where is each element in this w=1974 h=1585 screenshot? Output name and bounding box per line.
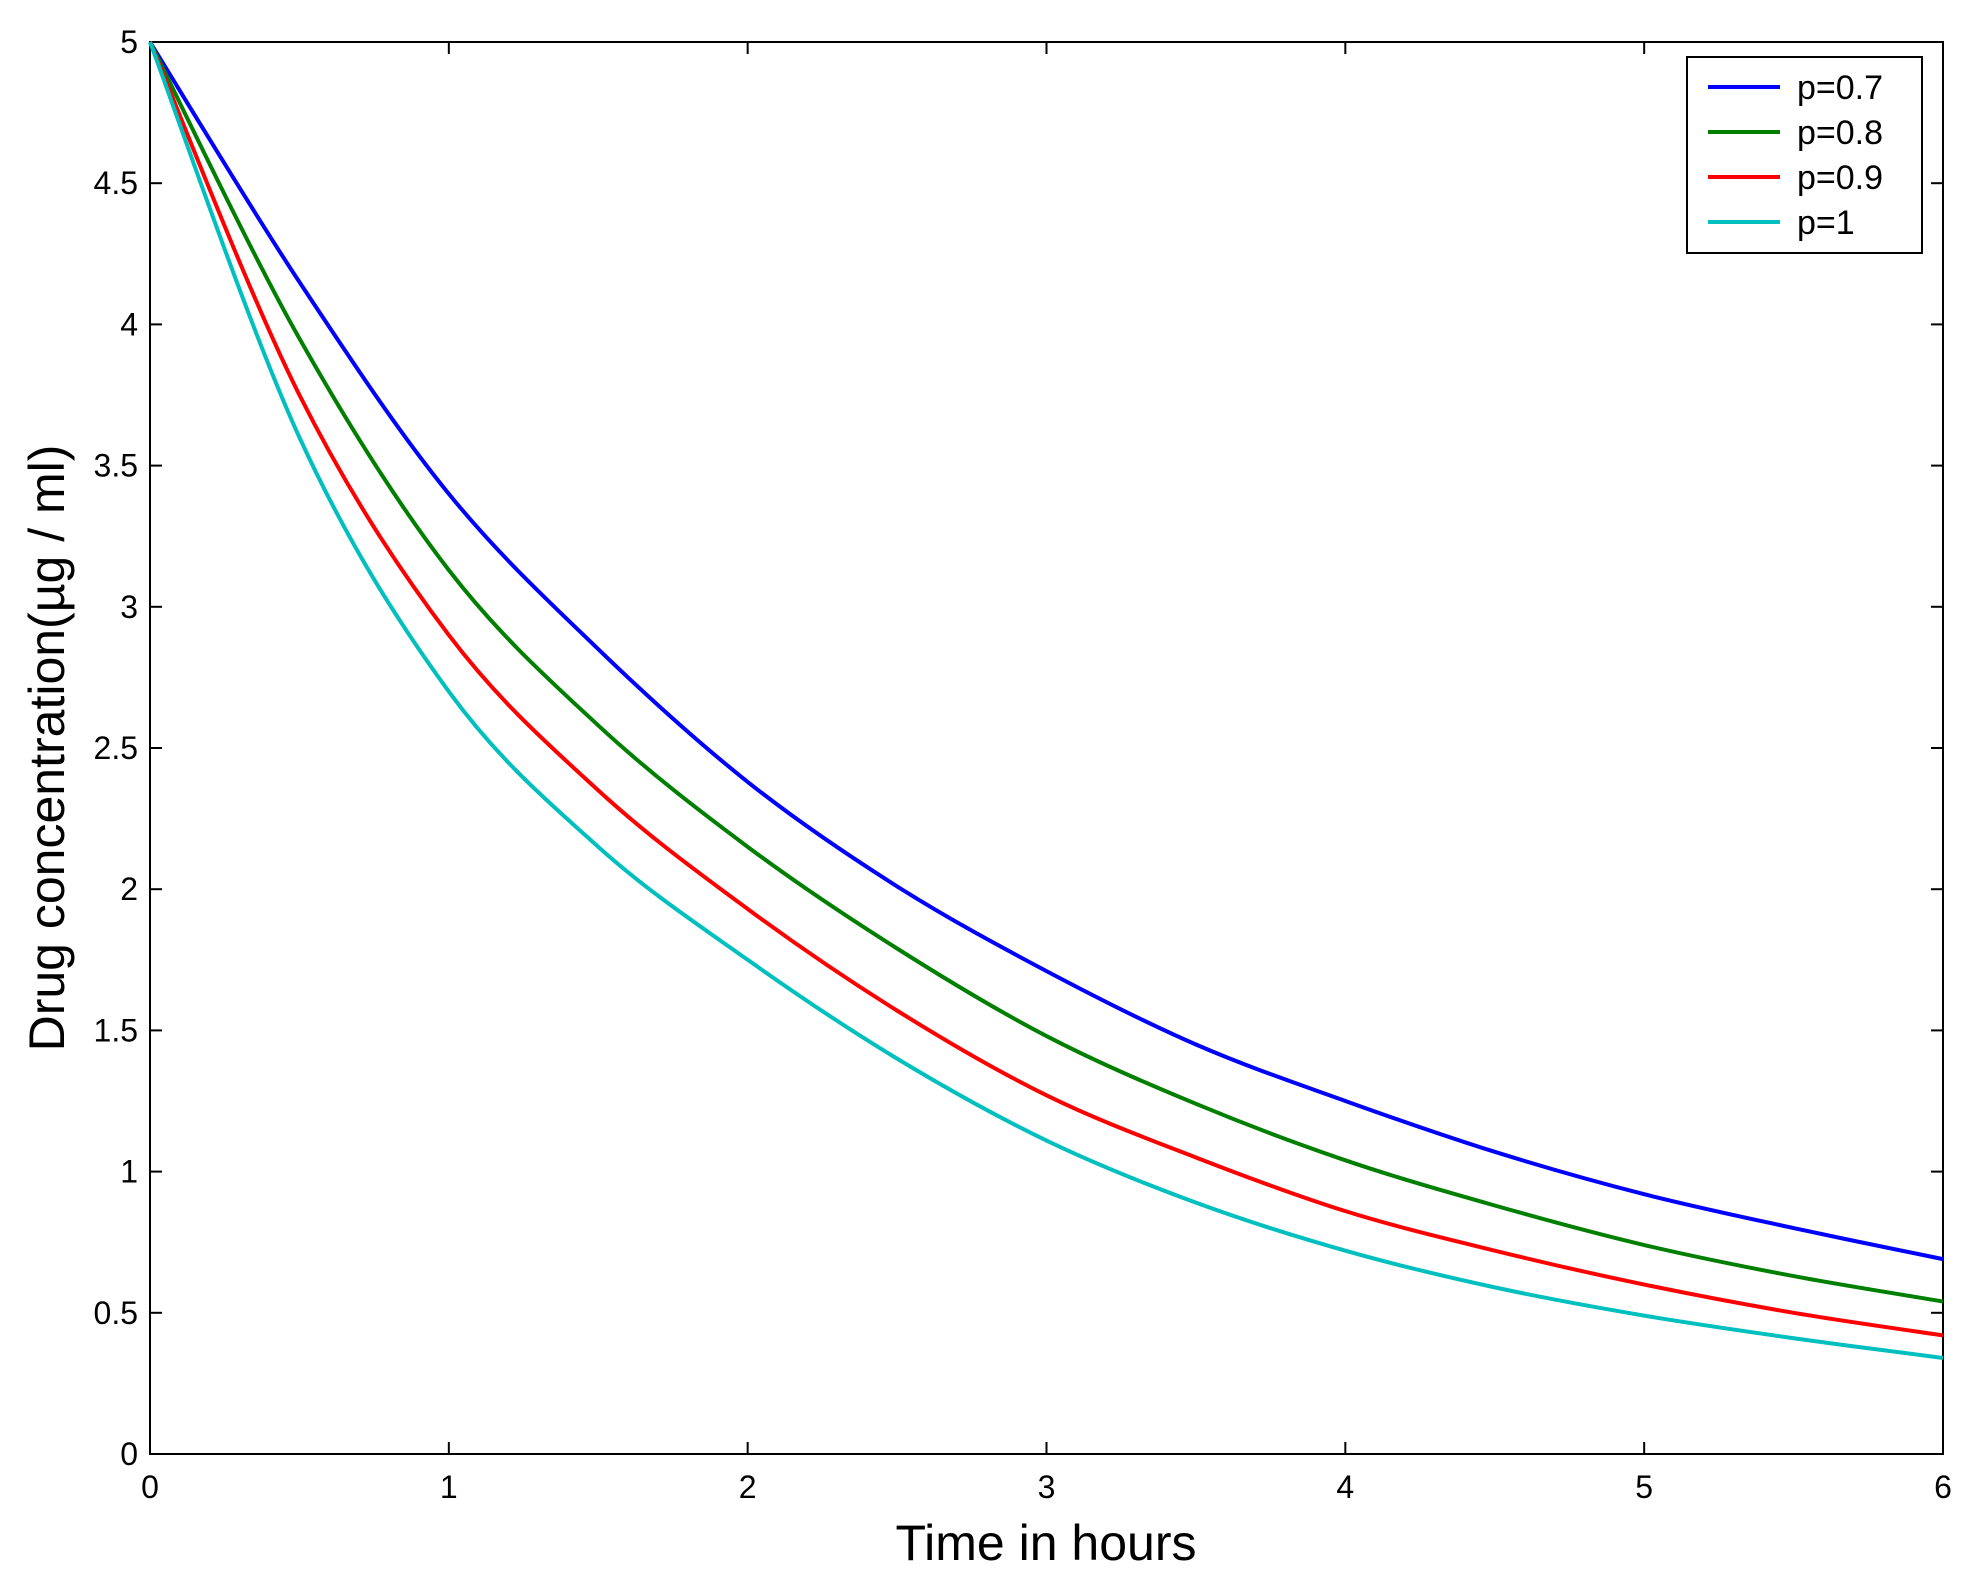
x-tick-label: 1 bbox=[440, 1469, 458, 1505]
axis-ticks bbox=[149, 41, 1944, 1455]
legend-label: p=1 bbox=[1797, 204, 1855, 242]
y-tick-label: 0.5 bbox=[94, 1295, 138, 1331]
legend: p=0.7 p=0.8 p=0.9 p=1 bbox=[1686, 56, 1923, 254]
legend-label: p=0.9 bbox=[1797, 159, 1883, 197]
series-lines bbox=[148, 40, 1944, 1360]
y-tick-label: 0 bbox=[120, 1436, 138, 1472]
series-line-p=0.8 bbox=[148, 41, 1944, 1304]
y-tick-label: 2.5 bbox=[94, 730, 138, 766]
series-line-p=0.7 bbox=[148, 40, 1944, 1262]
y-tick-labels: 0 0.5 1 1.5 2 2.5 3 3.5 4 4.5 5 bbox=[94, 24, 138, 1472]
y-tick-label: 4 bbox=[120, 306, 138, 342]
x-axis-title: Time in hours bbox=[895, 1515, 1196, 1571]
y-tick-label: 3 bbox=[120, 589, 138, 625]
x-tick-label: 5 bbox=[1635, 1469, 1653, 1505]
y-tick-label: 1.5 bbox=[94, 1012, 138, 1048]
x-tick-label: 3 bbox=[1038, 1469, 1056, 1505]
plot-area bbox=[149, 41, 1944, 1455]
x-tick-label: 6 bbox=[1934, 1469, 1952, 1505]
legend-label: p=0.7 bbox=[1797, 69, 1883, 107]
x-tick-label: 0 bbox=[141, 1469, 159, 1505]
y-tick-label: 4.5 bbox=[94, 165, 138, 201]
legend-label: p=0.8 bbox=[1797, 114, 1883, 152]
x-tick-labels: 0 1 2 3 4 5 6 bbox=[141, 1469, 1952, 1505]
y-tick-label: 1 bbox=[120, 1154, 138, 1190]
y-tick-label: 3.5 bbox=[94, 448, 138, 484]
y-tick-label: 5 bbox=[120, 24, 138, 60]
y-axis-title: Drug concentration(µg / ml) bbox=[19, 445, 75, 1052]
y-tick-label: 2 bbox=[120, 871, 138, 907]
x-tick-label: 2 bbox=[739, 1469, 757, 1505]
series-line-p=1 bbox=[148, 41, 1944, 1360]
x-tick-label: 4 bbox=[1336, 1469, 1354, 1505]
series-line-p=0.9 bbox=[148, 41, 1944, 1338]
